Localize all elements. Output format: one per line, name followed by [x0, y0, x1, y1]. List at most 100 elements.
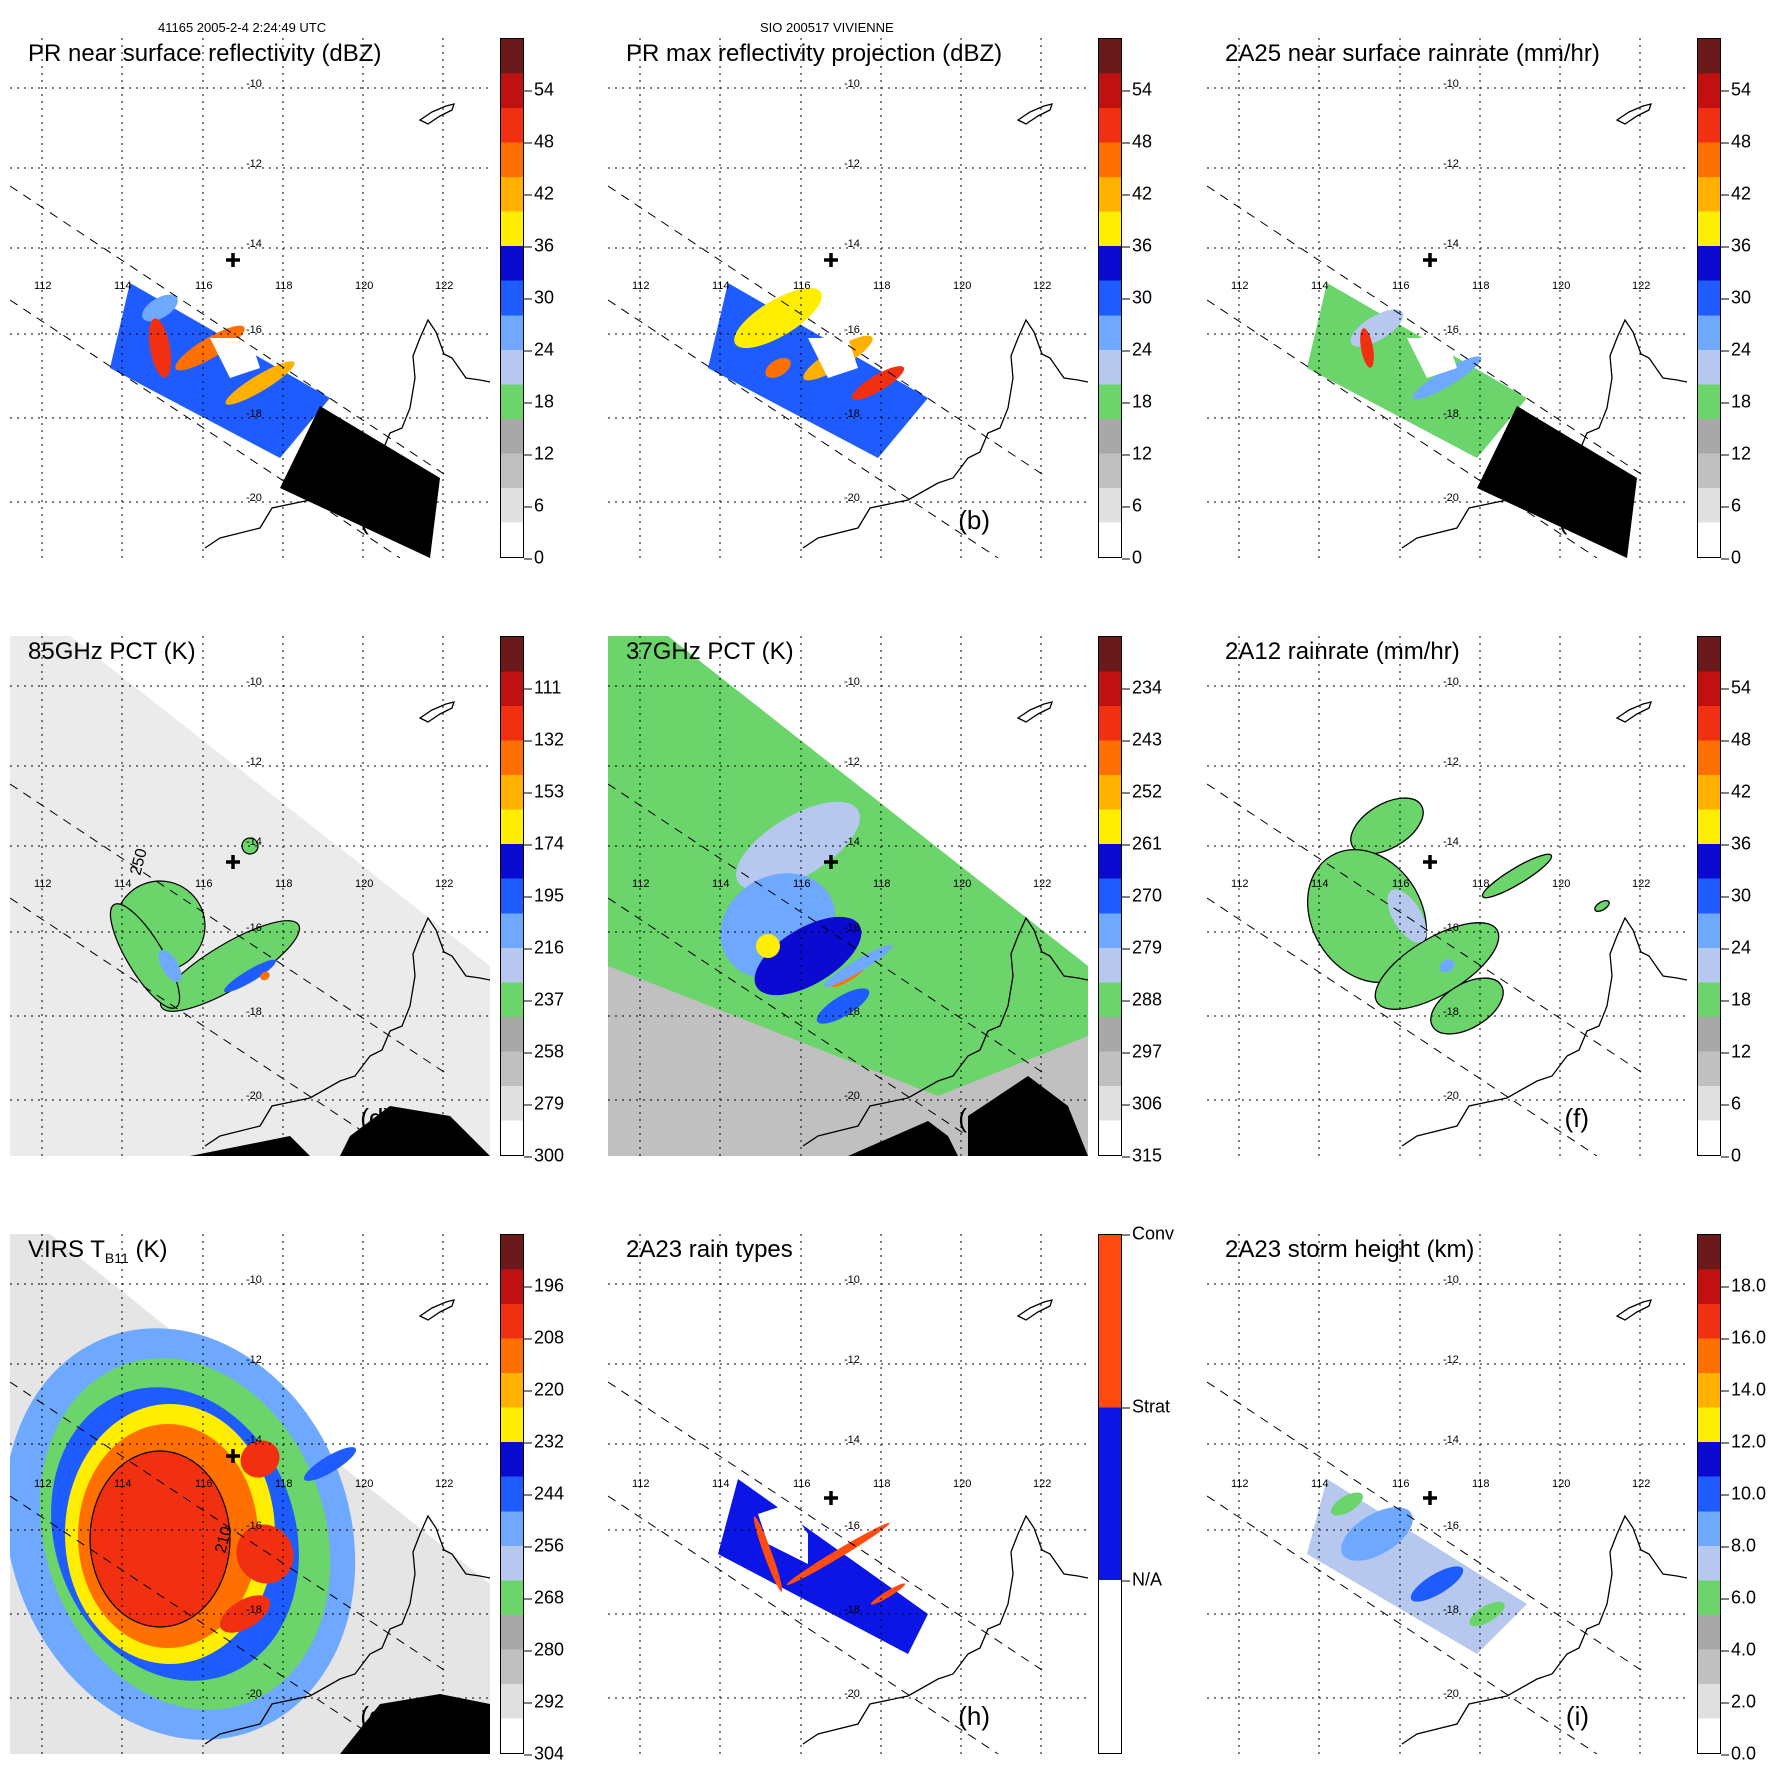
colorbar-tick: 153 — [523, 781, 565, 802]
lon-label: 118 — [873, 280, 891, 292]
panel-b-echo-3 — [765, 358, 791, 378]
colorbar-tick: 208 — [523, 1327, 565, 1348]
colorbar-tick: 174 — [523, 833, 565, 854]
colorbar-tick: 48 — [523, 131, 555, 152]
panel-label-c: (c) — [1558, 505, 1589, 535]
map-h — [608, 1234, 1088, 1754]
lat-label: -10 — [246, 1274, 262, 1286]
panel-e-echo-5 — [823, 944, 893, 988]
panel-e-land-mask-2 — [968, 1076, 1088, 1156]
panel-g-echo-2 — [219, 1595, 271, 1633]
colorbar-tick: 14.0 — [1720, 1379, 1767, 1400]
lon-label: 116 — [195, 878, 213, 890]
lon-label: 112 — [34, 1478, 52, 1490]
panel-f-swath-edge-south — [1207, 897, 1598, 1156]
colorbar-tick: 288 — [1121, 989, 1163, 1010]
panel-a-echo-2 — [225, 361, 295, 405]
colorbar-tick: Conv — [1121, 1223, 1175, 1244]
panel-g-echo-0 — [236, 1524, 294, 1584]
colorbar-tick: 24 — [1121, 339, 1153, 360]
colorbar-tick: 237 — [523, 989, 565, 1010]
colorbar-tick: 270 — [1121, 885, 1163, 906]
lat-label: -18 — [1443, 1604, 1459, 1616]
panel-a-echo-1 — [175, 325, 245, 371]
map-b — [608, 38, 1088, 558]
lon-label: 114 — [712, 280, 730, 292]
panel-d-tb-field — [10, 636, 490, 1156]
panel-c-swath-edge-south — [1207, 299, 1598, 558]
panel-a-echo-0 — [142, 294, 178, 322]
panel-a-swath-edge-north — [10, 185, 451, 479]
colorbar-tick: 220 — [523, 1379, 565, 1400]
panel-d-swath-edge-north — [10, 783, 451, 1077]
panel-a-echo-field — [110, 283, 330, 458]
lon-label: 114 — [1311, 1478, 1329, 1490]
colorbar-ticks-h: Conv Strat N/A — [1121, 1224, 1188, 1754]
panel-i-graticule — [1207, 1234, 1687, 1754]
panel-label-h: (h) — [958, 1701, 990, 1731]
panel-b-island — [1016, 103, 1053, 125]
panel-d: 250 112 114 116 118 120 122 -10 -12 -14 -16 -18 -20 8… — [0, 636, 564, 1166]
panel-b-graticule — [608, 38, 1088, 558]
panel-f-echo-4 — [1481, 853, 1553, 899]
lat-label: -20 — [844, 1688, 860, 1700]
lat-label: -20 — [246, 492, 262, 504]
panel-e-land-mask — [848, 1121, 958, 1156]
colorbar-tick: 48 — [1121, 131, 1153, 152]
lat-label: -20 — [1443, 492, 1459, 504]
lon-label: 116 — [793, 1478, 811, 1490]
panel-d-graticule — [10, 636, 490, 1156]
colorbar-tick: 24 — [1720, 339, 1752, 360]
lon-label: 116 — [1392, 878, 1410, 890]
panel-d-coastline — [204, 916, 490, 1147]
colorbar-tick: 54 — [1720, 79, 1752, 100]
lon-label: 118 — [275, 1478, 293, 1490]
panel-h-swath-edge-north — [608, 1381, 1049, 1675]
colorbar-tick: 4.0 — [1720, 1639, 1757, 1660]
lon-label: 122 — [1033, 280, 1052, 292]
colorbar-tick: 36 — [1720, 235, 1752, 256]
panel-g-swath-edge-north — [10, 1381, 451, 1675]
colorbar-tick: 234 — [1121, 677, 1163, 698]
panel-d-swath-edge-south — [10, 897, 401, 1156]
lat-label: -14 — [1443, 1434, 1459, 1446]
colorbar-tick: 2.0 — [1720, 1691, 1757, 1712]
storm-id: SIO 200517 VIVIENNE — [760, 20, 894, 35]
map-c — [1207, 38, 1687, 558]
colorbar-tick: 6 — [1121, 495, 1143, 516]
panel-f-echo-3 — [1430, 977, 1504, 1035]
storm-center-icon — [226, 1449, 240, 1463]
lon-label: 120 — [953, 878, 972, 890]
lat-label: -14 — [844, 836, 860, 848]
colorbar-tick: 30 — [1720, 287, 1752, 308]
panel-d-echo-3 — [158, 950, 182, 982]
colorbar-tick: 279 — [523, 1093, 565, 1114]
lat-label: -12 — [844, 1354, 860, 1366]
panel-d-echo-4 — [224, 959, 276, 993]
colorbar-tick: 195 — [523, 885, 565, 906]
map-d: 250 — [10, 636, 490, 1156]
colorbar-tick: 292 — [523, 1691, 565, 1712]
lon-label: 118 — [873, 878, 891, 890]
lon-label: 120 — [1552, 878, 1571, 890]
lat-label: -18 — [1443, 1006, 1459, 1018]
colorbar-tick: 36 — [523, 235, 555, 256]
panel-h-coastline — [802, 1514, 1088, 1745]
colorbar-tick: 54 — [1720, 677, 1752, 698]
colorbar-tick: 244 — [523, 1483, 565, 1504]
lat-label: -12 — [246, 158, 262, 170]
panel-i-echo-1 — [1410, 1566, 1464, 1602]
lat-label: -12 — [246, 1354, 262, 1366]
panel-g-contour-label: 210 — [212, 1525, 235, 1555]
panel-i-island — [1615, 1299, 1652, 1321]
lat-label: -10 — [1443, 676, 1459, 688]
lat-label: -10 — [1443, 1274, 1459, 1286]
colorbar-tick: 12 — [1121, 443, 1153, 464]
lon-label: 118 — [873, 1478, 891, 1490]
colorbar-tick: 48 — [1720, 131, 1752, 152]
panel-c-missing-data — [1477, 406, 1637, 558]
lon-label: 114 — [1311, 280, 1329, 292]
panel-i-swath-edge-south — [1207, 1495, 1598, 1754]
orbit-timestamp: 41165 2005-2-4 2:24:49 UTC — [158, 20, 327, 35]
panel-d-contour-label: 250 — [127, 847, 150, 877]
